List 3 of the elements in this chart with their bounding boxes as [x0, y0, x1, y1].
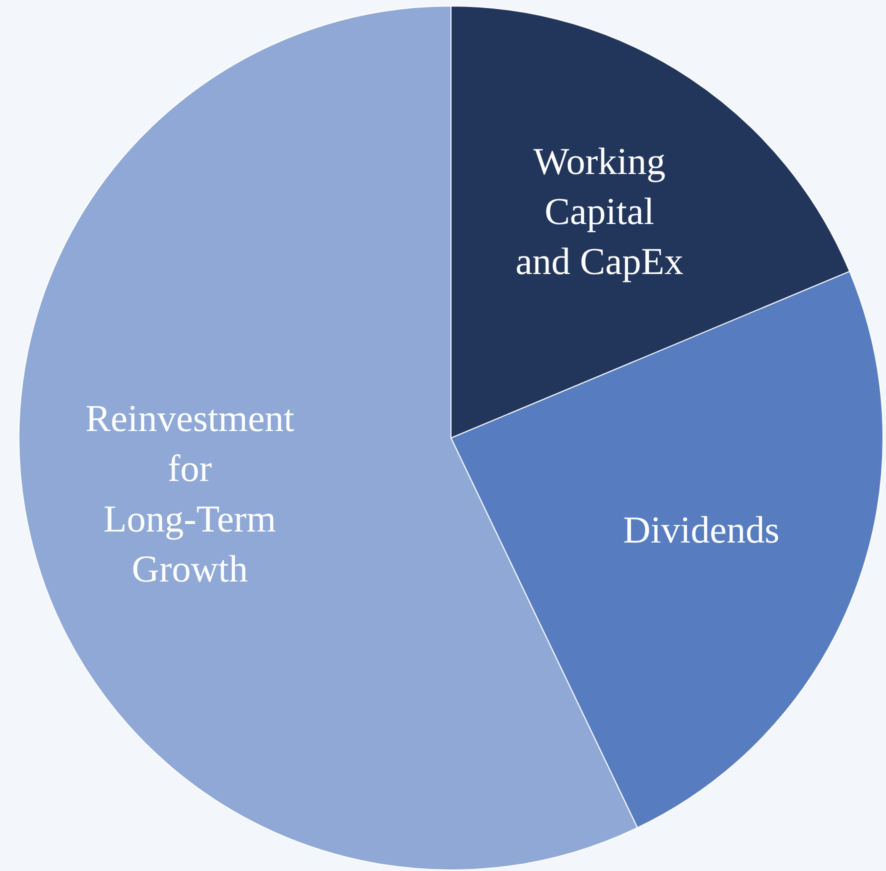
slice-label: Dividends [623, 509, 780, 552]
slice-label: Working Capital and CapEx [516, 140, 684, 283]
slice-label: Reinvestment for Long-Term Growth [85, 398, 295, 590]
